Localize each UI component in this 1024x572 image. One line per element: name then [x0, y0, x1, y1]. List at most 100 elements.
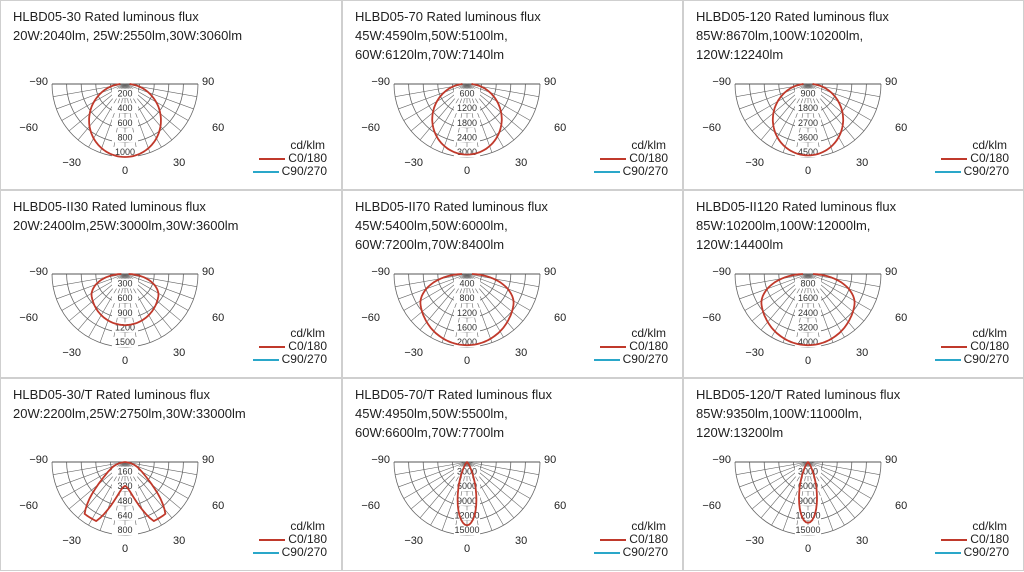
polar-spoke	[807, 83, 877, 110]
legend-c90: C90/270	[252, 165, 327, 178]
chart-title: HLBD05-II70 Rated luminous flux 45W:5400l…	[355, 197, 674, 254]
legend-label: C90/270	[622, 545, 668, 559]
polar-spoke	[53, 461, 126, 475]
legend-swatch	[934, 170, 961, 173]
tick-label-bg	[112, 88, 138, 99]
angle-label: 90	[202, 266, 214, 278]
tick-label-bg	[454, 132, 480, 143]
polar-spoke	[398, 461, 468, 488]
legend-label: C0/180	[970, 151, 1009, 165]
polar-spoke	[466, 273, 539, 287]
chart-title-line: HLBD05-120/T Rated luminous flux	[696, 387, 901, 402]
legend-swatch	[600, 538, 627, 541]
radial-tick-label: 800	[117, 132, 132, 142]
radial-tick-label: 900	[117, 308, 132, 318]
chart-title: HLBD05-30 Rated luminous flux 20W:2040lm,…	[13, 7, 333, 45]
tick-label-bg	[112, 466, 138, 477]
chart-title: HLBD05-120/T Rated luminous flux 85W:9350…	[696, 385, 1015, 442]
c0-180-curve	[760, 273, 856, 347]
legend-swatch	[941, 538, 968, 541]
angle-label: 0	[464, 165, 470, 177]
chart-title: HLBD05-II30 Rated luminous flux 20W:2400l…	[13, 197, 333, 235]
legend-label: C90/270	[622, 164, 668, 178]
radial-tick-label: 12000	[795, 510, 820, 520]
legend-swatch	[593, 358, 620, 361]
legend: cd/klm C0/180 C90/270	[934, 139, 1009, 178]
legend-swatch	[259, 538, 286, 541]
angle-label: 30	[173, 535, 185, 547]
tick-label-bg	[454, 147, 480, 157]
photometric-chart-panel: HLBD05-120 Rated luminous flux 85W:8670lm…	[683, 0, 1024, 190]
chart-title-line: 20W:2400lm,25W:3000lm,30W:3600lm	[13, 218, 239, 233]
legend-label: C0/180	[970, 532, 1009, 546]
angle-label: 0	[805, 355, 811, 367]
angle-label: 60	[212, 122, 224, 134]
radial-tick-label: 9000	[457, 496, 477, 506]
tick-label-bg	[454, 307, 480, 318]
angle-label: 90	[885, 454, 897, 466]
legend-c0: C0/180	[935, 152, 1009, 165]
radial-tick-label: 6000	[457, 481, 477, 491]
tick-label-bg	[454, 103, 480, 114]
legend-unit: cd/klm	[290, 326, 325, 340]
chart-title-line: 85W:10200lm,100W:12000lm,	[696, 218, 871, 233]
legend-swatch	[252, 170, 279, 173]
chart-title-line: HLBD05-120 Rated luminous flux	[696, 9, 889, 24]
radial-tick-label: 200	[117, 89, 132, 99]
legend-label: C90/270	[281, 545, 327, 559]
chart-title-line: HLBD05-II70 Rated luminous flux	[355, 199, 548, 214]
angle-label: 90	[544, 454, 556, 466]
legend-label: C90/270	[963, 545, 1009, 559]
polar-spoke	[736, 273, 809, 287]
polar-spoke	[395, 273, 468, 287]
photometric-chart-panel: HLBD05-120/T Rated luminous flux 85W:9350…	[683, 378, 1024, 571]
legend-unit: cd/klm	[631, 326, 666, 340]
tick-label-bg	[112, 147, 138, 157]
photometric-chart-panel: HLBD05-30/T Rated luminous flux 20W:2200l…	[0, 378, 342, 571]
radial-tick-label: 640	[117, 510, 132, 520]
tick-label-bg	[795, 132, 821, 143]
radial-tick-label: 3000	[457, 147, 477, 157]
tick-label-bg	[454, 495, 480, 506]
chart-title-line: 20W:2200lm,25W:2750lm,30W:33000lm	[13, 406, 246, 421]
photometric-chart-panel: HLBD05-II70 Rated luminous flux 45W:5400l…	[342, 190, 683, 378]
c0-180-curve	[88, 83, 162, 158]
chart-title-line: 120W:12240lm	[696, 47, 784, 62]
legend-swatch	[934, 551, 961, 554]
chart-title: HLBD05-II120 Rated luminous flux 85W:1020…	[696, 197, 1015, 254]
polar-spoke	[807, 461, 877, 488]
tick-label-bg	[795, 337, 821, 347]
legend: cd/klm C0/180 C90/270	[593, 326, 668, 366]
legend-swatch	[593, 170, 620, 173]
radial-tick-label: 15000	[454, 525, 479, 535]
polar-spoke	[466, 461, 539, 475]
angle-label: −30	[404, 535, 423, 547]
legend-swatch	[941, 345, 968, 348]
c0-180-curve	[771, 83, 845, 157]
angle-label: 90	[202, 76, 214, 88]
angle-label: −30	[745, 535, 764, 547]
legend-c90: C90/270	[252, 545, 327, 559]
legend-label: C0/180	[629, 532, 668, 546]
angle-label: 60	[212, 500, 224, 512]
radial-tick-label: 1800	[798, 103, 818, 113]
polar-plot: 200 400 600 800 1000 −90 90 −60 60 −30 30 0	[19, 76, 224, 177]
angle-label: 90	[202, 454, 214, 466]
angle-label: 30	[173, 347, 185, 359]
radial-tick-label: 3600	[798, 132, 818, 142]
tick-label-bg	[795, 481, 821, 492]
radial-tick-label: 6000	[798, 481, 818, 491]
chart-title-line: 85W:8670lm,100W:10200lm,	[696, 28, 864, 43]
tick-label-bg	[112, 132, 138, 143]
c0-180-curve	[431, 83, 503, 156]
chart-title-line: 45W:4950lm,50W:5500lm,	[355, 406, 508, 421]
radial-tick-label: 160	[117, 467, 132, 477]
polar-spoke	[398, 83, 468, 110]
angle-label: −30	[745, 347, 764, 359]
chart-title-line: HLBD05-II30 Rated luminous flux	[13, 199, 206, 214]
legend-label: C90/270	[963, 352, 1009, 366]
radial-tick-label: 3000	[798, 467, 818, 477]
legend-label: C90/270	[622, 352, 668, 366]
chart-title-line: 85W:9350lm,100W:11000lm,	[696, 406, 863, 421]
